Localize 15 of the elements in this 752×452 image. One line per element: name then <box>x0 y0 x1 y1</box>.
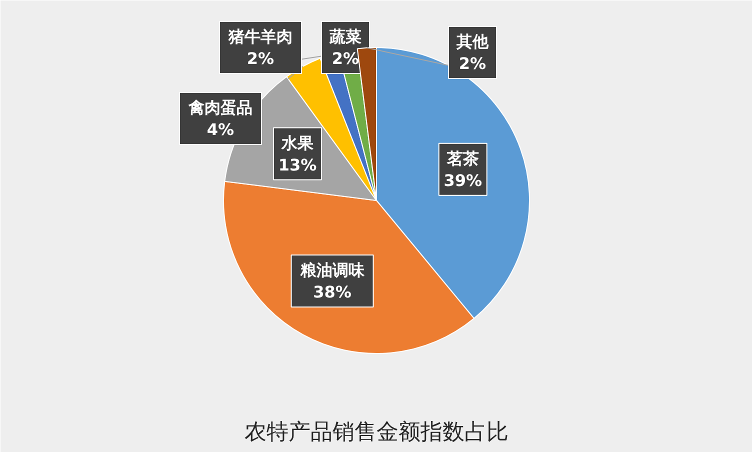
data-label: 38% <box>313 282 352 302</box>
data-label: 4% <box>206 120 234 139</box>
slice-label: 粮油调味 <box>299 260 366 280</box>
slice-label: 水果 <box>280 133 314 152</box>
data-label: 2% <box>458 54 486 73</box>
slice-label: 禽肉蛋品 <box>188 98 252 117</box>
data-label: 2% <box>332 49 360 68</box>
data-label: 39% <box>444 170 482 190</box>
text: 农特产品销售金额指数占比 <box>244 420 508 445</box>
data-label: 13% <box>278 155 317 174</box>
slice-label: 蔬菜 <box>328 27 362 46</box>
slice-label: 其他 <box>456 32 490 51</box>
slice-label: 猪牛羊肉 <box>228 27 292 46</box>
slice-label: 茗茶 <box>446 148 479 168</box>
data-label: 2% <box>246 49 274 68</box>
